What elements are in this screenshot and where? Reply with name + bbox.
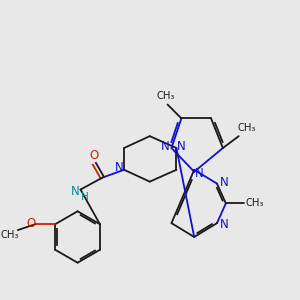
Text: CH₃: CH₃ [245, 198, 264, 208]
Text: N: N [195, 167, 203, 180]
Text: N: N [220, 218, 228, 231]
Text: N: N [71, 185, 80, 198]
Text: N: N [115, 161, 124, 174]
Text: H: H [81, 192, 88, 203]
Text: N: N [177, 140, 186, 152]
Text: N: N [161, 140, 170, 152]
Text: CH₃: CH₃ [156, 91, 175, 100]
Text: CH₃: CH₃ [1, 230, 19, 240]
Text: N: N [220, 176, 228, 189]
Text: O: O [26, 217, 35, 230]
Text: O: O [90, 149, 99, 162]
Text: CH₃: CH₃ [237, 123, 256, 133]
